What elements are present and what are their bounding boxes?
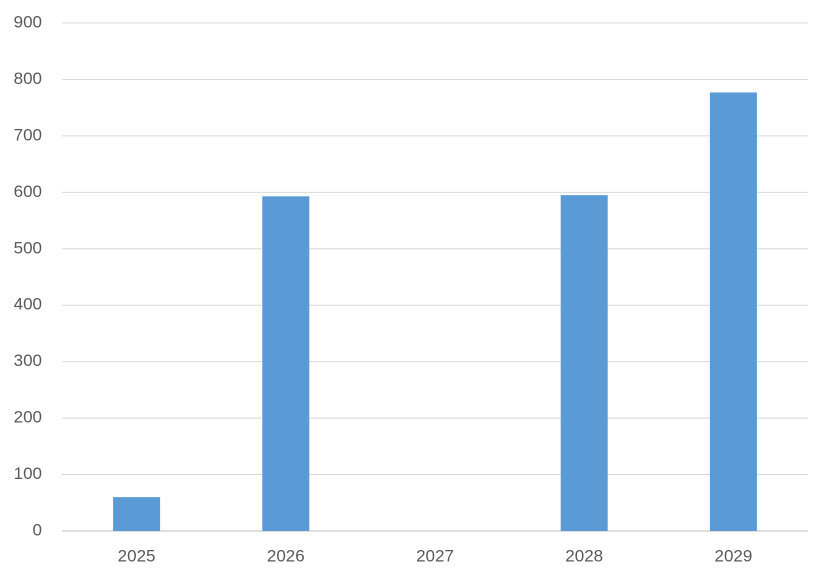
x-tick-label: 2028 bbox=[565, 546, 603, 565]
y-tick-label: 900 bbox=[14, 12, 42, 31]
y-tick-label: 500 bbox=[14, 238, 42, 257]
y-tick-label: 0 bbox=[33, 520, 42, 539]
y-tick-label: 200 bbox=[14, 408, 42, 427]
x-tick-label: 2029 bbox=[714, 546, 752, 565]
x-tick-label: 2027 bbox=[416, 546, 454, 565]
bar bbox=[560, 195, 608, 531]
y-tick-label: 100 bbox=[14, 464, 42, 483]
bar bbox=[113, 497, 161, 531]
bar bbox=[262, 196, 310, 532]
bar bbox=[709, 92, 757, 531]
x-tick-label: 2026 bbox=[267, 546, 305, 565]
y-tick-label: 400 bbox=[14, 295, 42, 314]
x-tick-label: 2025 bbox=[118, 546, 156, 565]
y-tick-label: 800 bbox=[14, 69, 42, 88]
y-tick-label: 600 bbox=[14, 182, 42, 201]
y-tick-label: 700 bbox=[14, 125, 42, 144]
y-tick-label: 300 bbox=[14, 351, 42, 370]
